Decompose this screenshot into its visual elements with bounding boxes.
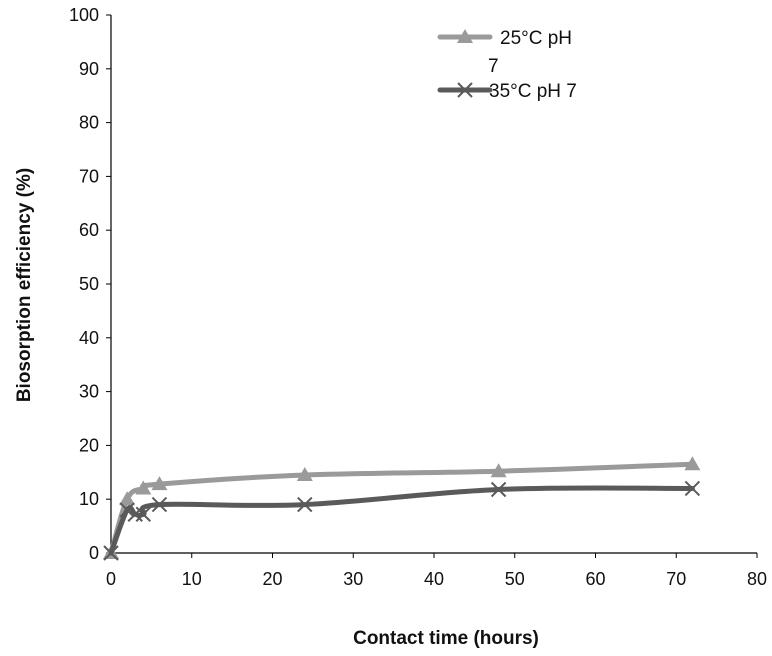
- x-axis-title: Contact time (hours): [353, 628, 539, 649]
- y-tick-labels: 0 10 20 30 40 50 60 70 80 90 100: [69, 5, 99, 563]
- x-marker-stroke: [490, 481, 507, 498]
- y-tick-label: 0: [89, 543, 99, 563]
- data-point: [135, 506, 152, 522]
- y-tick-label: 70: [79, 166, 99, 186]
- data-point: [151, 476, 168, 491]
- data-point: [684, 480, 701, 497]
- data-point: [151, 496, 168, 513]
- x-tick-label: 60: [585, 569, 605, 589]
- series-line: [108, 485, 695, 556]
- x-tick-label: 20: [262, 569, 282, 589]
- legend-label: 7: [488, 56, 499, 77]
- legend-marker: [457, 29, 473, 43]
- x-marker-stroke: [103, 545, 119, 561]
- x-marker-stroke: [297, 496, 313, 513]
- y-tick-label: 50: [79, 274, 99, 294]
- x-marker-stroke: [119, 502, 135, 518]
- axes: [106, 14, 758, 558]
- x-tick-labels: 0 10 20 30 40 50 60 70 80: [106, 569, 767, 589]
- data-point: [135, 480, 152, 495]
- data-point: [103, 545, 119, 561]
- legend-label: 35°C pH 7: [489, 81, 577, 102]
- legend-marker: [457, 82, 473, 98]
- y-tick-label: 60: [79, 220, 99, 240]
- x-tick-label: 10: [182, 569, 202, 589]
- legend-item: 25°C pH7: [437, 28, 572, 77]
- data-point: [684, 456, 701, 471]
- x-tick-label: 30: [343, 569, 363, 589]
- y-tick-label: 10: [79, 489, 99, 509]
- data-point: [490, 481, 507, 498]
- y-tick-label: 90: [79, 59, 99, 79]
- x-marker-stroke: [457, 82, 473, 98]
- y-tick-label: 100: [69, 5, 99, 25]
- y-tick-label: 20: [79, 435, 99, 455]
- legend: 25°C pH7 35°C pH 7: [437, 28, 577, 102]
- x-marker-stroke: [684, 480, 701, 497]
- data-point: [490, 463, 507, 478]
- x-tick-label: 80: [747, 569, 767, 589]
- series-line: [108, 461, 695, 556]
- y-tick-label: 80: [79, 113, 99, 133]
- y-axis-title: Biosorption efficiency (%): [14, 168, 35, 402]
- y-tick-label: 30: [79, 382, 99, 402]
- data-point: [119, 502, 135, 518]
- data-point: [296, 466, 313, 481]
- data-point: [297, 496, 313, 513]
- data-point: [119, 491, 136, 506]
- x-tick-label: 0: [106, 569, 116, 589]
- y-tick-label: 40: [79, 328, 99, 348]
- x-marker-stroke: [135, 506, 152, 522]
- series-2: [103, 480, 701, 561]
- x-tick-label: 50: [505, 569, 525, 589]
- legend-label: 25°C pH: [500, 28, 572, 49]
- x-marker-stroke: [151, 496, 168, 513]
- legend-item: 35°C pH 7: [437, 81, 577, 102]
- series-layer: [103, 456, 701, 561]
- x-tick-label: 40: [424, 569, 444, 589]
- series-1: [103, 456, 701, 559]
- x-tick-label: 70: [666, 569, 686, 589]
